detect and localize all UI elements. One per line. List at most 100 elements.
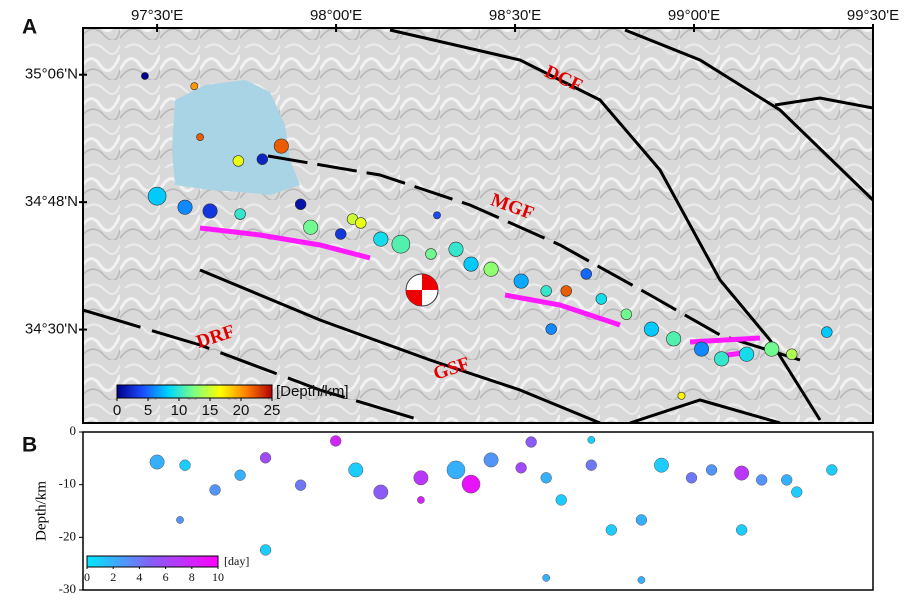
- event: [826, 465, 837, 476]
- lon-tick-label: 98°30'E: [489, 7, 541, 24]
- event: [484, 453, 498, 467]
- event: [260, 452, 271, 463]
- colorbar-tick-label: 10: [212, 570, 224, 584]
- y-tick-label: 0: [70, 423, 77, 438]
- event: [561, 286, 572, 297]
- event: [414, 471, 428, 485]
- event: [260, 545, 271, 556]
- lon-tick-label: 99°30'E: [847, 7, 899, 24]
- event: [781, 475, 792, 486]
- event: [178, 200, 192, 214]
- event: [462, 475, 480, 493]
- colorbar-label: [Depth/km]: [276, 383, 349, 400]
- event: [295, 199, 306, 210]
- lat-tick-label: 34°48'N: [25, 193, 78, 210]
- event: [786, 349, 797, 360]
- event: [374, 232, 388, 246]
- event: [335, 229, 346, 240]
- event: [756, 475, 767, 486]
- event: [203, 204, 217, 218]
- event: [449, 242, 463, 256]
- event: [821, 327, 832, 338]
- colorbar-label: [day]: [224, 554, 249, 568]
- event: [426, 249, 437, 260]
- event: [330, 436, 341, 447]
- event: [714, 352, 728, 366]
- colorbar-tick-label: 2: [110, 570, 116, 584]
- event: [176, 516, 183, 523]
- colorbar-tick-label: 4: [136, 570, 142, 584]
- event: [636, 515, 647, 526]
- event: [141, 72, 148, 79]
- y-axis-label: Depth/km: [33, 481, 49, 541]
- event: [417, 496, 424, 503]
- lat-tick-label: 34°30'N: [25, 321, 78, 338]
- event: [764, 342, 778, 356]
- event: [295, 480, 306, 491]
- colorbar-tick-label: 25: [264, 402, 281, 419]
- colorbar: [117, 385, 272, 398]
- event: [581, 269, 592, 280]
- panel-label: B: [22, 434, 37, 457]
- colorbar-tick-label: 0: [84, 570, 90, 584]
- event: [235, 209, 246, 220]
- event: [586, 460, 597, 471]
- colorbar-tick-label: 6: [163, 570, 169, 584]
- colorbar-tick-label: 10: [171, 402, 188, 419]
- colorbar-tick-label: 8: [189, 570, 195, 584]
- event: [191, 83, 198, 90]
- event: [736, 525, 747, 536]
- event: [546, 324, 557, 335]
- event: [374, 485, 388, 499]
- event: [654, 458, 668, 472]
- panel-label: A: [22, 16, 37, 39]
- event: [464, 257, 478, 271]
- event: [303, 220, 317, 234]
- event: [791, 487, 802, 498]
- event: [638, 576, 645, 583]
- focal-mechanism: [406, 274, 438, 306]
- event: [541, 472, 552, 483]
- colorbar-tick-label: 0: [113, 402, 121, 419]
- event: [541, 286, 552, 297]
- event: [180, 460, 191, 471]
- event: [355, 218, 366, 229]
- y-tick-label: -20: [59, 528, 76, 543]
- event: [274, 139, 288, 153]
- event: [349, 463, 363, 477]
- event: [596, 294, 607, 305]
- event: [621, 309, 632, 320]
- event: [694, 342, 708, 356]
- colorbar-tick-label: 5: [144, 402, 152, 419]
- map: [83, 28, 873, 423]
- event: [516, 462, 527, 473]
- y-tick-label: -30: [59, 581, 76, 596]
- event: [666, 332, 680, 346]
- event: [257, 154, 268, 165]
- event: [543, 574, 550, 581]
- page: { "panel_a": { "label": "A", "xlim": [97…: [0, 0, 907, 601]
- event: [739, 347, 753, 361]
- event: [148, 187, 166, 205]
- event: [678, 392, 685, 399]
- event: [526, 437, 537, 448]
- colorbar: [87, 556, 218, 567]
- lon-tick-label: 99°00'E: [668, 7, 720, 24]
- event: [734, 466, 748, 480]
- event: [514, 274, 528, 288]
- event: [235, 470, 246, 481]
- event: [686, 472, 697, 483]
- event: [588, 436, 595, 443]
- lon-tick-label: 97°30'E: [131, 7, 183, 24]
- event: [556, 495, 567, 506]
- event: [392, 235, 410, 253]
- colorbar-tick-label: 15: [202, 402, 219, 419]
- event: [644, 322, 658, 336]
- lat-tick-label: 35°06'N: [25, 66, 78, 83]
- event: [706, 465, 717, 476]
- event: [606, 525, 617, 536]
- event: [484, 262, 498, 276]
- lon-tick-label: 98°00'E: [310, 7, 362, 24]
- figure: A B DCF MGF DRF GSF: [0, 0, 907, 601]
- y-tick-label: -10: [59, 476, 76, 491]
